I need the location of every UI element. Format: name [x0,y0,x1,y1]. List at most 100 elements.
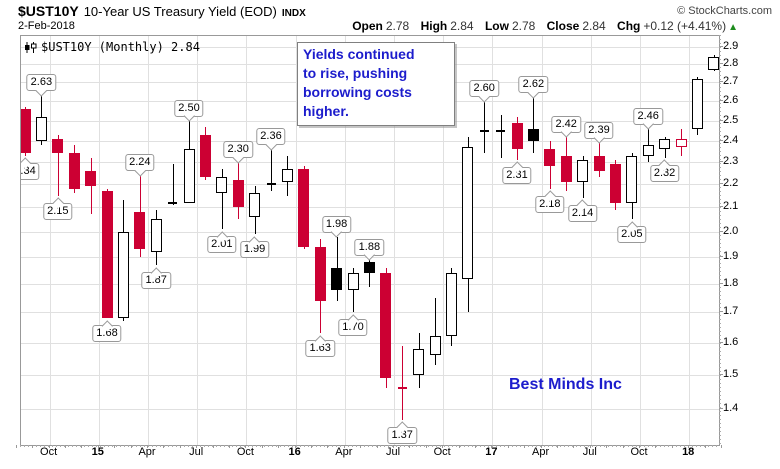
y-axis-minor-ticks [719,35,721,445]
label-pointer [248,235,261,248]
candle [347,273,359,290]
candle-open-close-dash [397,387,407,390]
x-axis-month-tick [147,445,148,448]
y-axis-tick [719,256,723,258]
annotation-line: to rise, pushing [303,65,408,81]
candle [331,267,343,290]
price-data-label: 1.37 [387,421,417,444]
x-axis-label: Apr [138,446,156,458]
x-axis-month-tick [589,445,591,448]
grid-line [541,36,543,445]
label-pointer [216,230,228,243]
grid-line [21,284,719,286]
label-pointer [52,197,64,209]
candle [101,190,113,319]
grid-line [394,36,395,445]
x-axis-month-tick [409,445,411,448]
chg-value: +0.12 (+4.41%) [643,19,727,33]
chart-date: 2-Feb-2018 [18,20,75,32]
candle [675,138,687,148]
y-axis-tick [719,408,723,410]
grid-line [21,312,719,314]
label-pointer [35,85,48,97]
x-axis-month-tick [491,445,493,448]
x-axis-month-tick [573,445,575,448]
x-axis-label: Jul [189,446,204,458]
candle [609,164,621,203]
chg-label: Chg [617,19,641,33]
price-data-label: 1.70 [338,314,368,337]
candle [413,348,425,375]
annotation-line: Yields continued [303,46,415,62]
grid-line [21,231,719,233]
candle-wick [484,101,485,154]
candle [68,153,80,189]
x-axis-label: 15 [91,446,104,458]
x-axis-month-tick [606,445,608,448]
x-axis-month-tick [163,445,165,448]
candle [85,170,97,187]
candle [659,138,671,150]
stockcharts-copyright-link[interactable]: © StockCharts.com [677,5,772,17]
y-axis-label: 2.1 [723,200,739,213]
x-axis-month-tick [671,445,673,448]
price-data-label: 2.32 [649,159,680,182]
label-pointer [396,421,408,434]
x-axis-month-tick [524,445,526,448]
exchange-tag: INDX [281,8,306,19]
label-pointer [593,132,605,145]
price-data-label: 2.05 [617,221,647,244]
price-data-label: 1.63 [305,335,335,358]
grid-line [492,36,494,445]
x-axis-month-tick [704,445,706,448]
candle-open-close-dash [266,183,276,186]
candle-wick [435,298,436,365]
y-axis-tick [719,183,723,185]
x-axis-month-tick [261,445,263,448]
x-axis-month-tick [15,445,17,448]
grid-line [443,36,445,445]
candle-wick [369,259,370,287]
candle [691,78,703,129]
annotation-line: higher. [303,103,349,119]
price-data-label: 2.62 [518,76,549,99]
candle [150,219,162,252]
x-axis-month-tick [32,445,34,448]
chart-plot-area: $UST10Y (Monthly) 2.84 Yields continued … [20,35,720,446]
ohlc-quote-line: Open 2.78 High 2.84 Low 2.78 Close 2.84 Chg +… [352,19,738,33]
label-pointer [134,165,146,177]
price-data-label: 1.99 [239,235,270,259]
x-axis-month-tick [245,445,247,448]
y-axis-tick [719,161,723,163]
grid-line [21,140,719,142]
low-value: 2.78 [511,19,536,33]
candle [52,138,64,154]
price-data-label: 2.60 [469,80,499,103]
symbol: $UST10Y [18,3,79,19]
x-axis-month-tick [622,445,624,448]
grid-line [21,184,719,186]
annotation-line: borrowing costs [303,84,412,100]
candle [527,128,539,141]
candle [199,134,211,178]
price-data-label: 2.63 [26,74,57,97]
y-axis-label: 1.6 [723,335,739,348]
candle [577,159,589,182]
low-label: Low [484,19,509,33]
y-axis-tick [719,311,723,313]
grid-line [21,409,719,411]
candle-wick [353,267,354,313]
y-axis-tick [719,341,723,343]
candle [363,262,375,274]
y-axis-tick [719,373,723,375]
price-data-label: 2.34 [21,157,40,180]
y-axis-tick [719,230,723,232]
up-triangle-icon: ▲ [728,22,738,33]
x-axis-month-tick [655,445,657,448]
candle [708,57,719,70]
candle [117,231,129,319]
x-axis-month-tick [212,445,214,448]
close-label: Close [546,19,580,33]
x-axis-minor-ticks [20,445,719,447]
candle [134,212,146,250]
